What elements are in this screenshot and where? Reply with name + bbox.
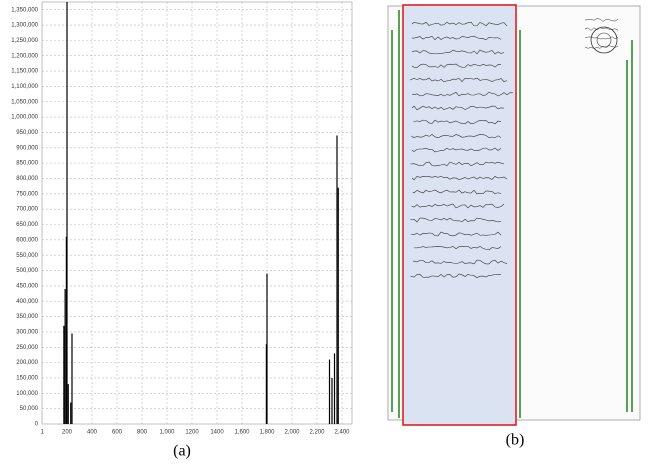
y-tick-label: 700,000: [16, 207, 38, 213]
y-tick-label: 250,000: [16, 345, 38, 351]
handwriting-line: [411, 63, 502, 68]
y-tick-label: 350,000: [16, 314, 38, 320]
bar: [66, 2, 68, 424]
stamp: [590, 26, 618, 54]
y-tick-label: 500,000: [16, 268, 38, 274]
handwriting-line: [411, 35, 502, 41]
handwriting-line: [410, 217, 502, 223]
y-tick-label: 950,000: [16, 130, 38, 136]
y-tick-label: 300,000: [16, 330, 38, 336]
handwriting-line: [411, 203, 505, 209]
y-tick-label: 0: [35, 422, 39, 428]
x-tick-label: 1,600: [234, 430, 250, 436]
caption: (a): [173, 443, 191, 460]
handwriting-line: [413, 119, 502, 125]
bar: [331, 377, 333, 424]
y-tick-label: 1,100,000: [11, 84, 38, 90]
y-tick-label: 850,000: [16, 161, 38, 167]
handwriting-line: [413, 259, 508, 265]
y-tick-label: 550,000: [16, 253, 38, 259]
x-tick-label: 2,400: [334, 430, 350, 436]
handwriting-line: [584, 18, 619, 22]
y-tick-label: 1,300,000: [11, 23, 38, 29]
y-tick-label: 200,000: [16, 360, 38, 366]
x-tick-label: 1400: [210, 430, 224, 436]
handwriting-line: [410, 161, 505, 167]
bar: [71, 333, 73, 424]
x-tick-label: 200: [62, 430, 73, 436]
y-tick-label: 800,000: [16, 176, 38, 182]
handwriting-line: [411, 176, 508, 181]
bar: [266, 273, 268, 424]
bar: [65, 236, 67, 424]
x-tick-label: 800: [137, 430, 148, 436]
handwriting-line: [584, 45, 619, 49]
y-tick-label: 1,150,000: [11, 69, 38, 75]
x-tick-label: 1,000: [159, 430, 175, 436]
handwriting-line: [409, 77, 508, 83]
bar: [63, 325, 65, 424]
caption: (b): [506, 432, 525, 449]
handwriting-line: [411, 21, 508, 27]
x-tick-label: 2,000: [284, 430, 300, 436]
y-tick-label: 650,000: [16, 222, 38, 228]
handwriting-line: [410, 231, 502, 237]
x-tick-label: 1200: [185, 430, 199, 436]
bar: [70, 402, 72, 424]
handwriting-line: [584, 27, 619, 31]
bar: [64, 288, 66, 424]
handwriting-line: [411, 49, 505, 55]
handwriting-line: [413, 245, 502, 251]
handwriting-line: [411, 134, 502, 139]
histogram: 0 50,000 100,000 150,000 200,000 250,000 300,0…: [11, 1, 353, 436]
plot-area: [41, 1, 353, 425]
handwriting-line: [412, 189, 502, 195]
stamp: [596, 32, 612, 48]
bar: [333, 353, 336, 424]
y-tick-label: 1,050,000: [11, 99, 38, 105]
y-tick-label: 1,350,000: [11, 7, 38, 13]
y-tick-label: 400,000: [16, 299, 38, 305]
handwriting-line: [411, 147, 502, 153]
handwriting-line: [411, 91, 514, 97]
y-tick-label: 50,000: [20, 406, 39, 412]
y-tick-label: 100,000: [16, 391, 38, 397]
x-tick-label: 1: [40, 430, 44, 436]
handwriting: [409, 18, 619, 278]
bar: [337, 187, 339, 424]
handwriting-line: [410, 273, 502, 278]
selection-box: [402, 4, 517, 426]
handwriting-line: [584, 36, 619, 40]
y-tick-label: 900,000: [16, 145, 38, 151]
x-tick-label: 2,200: [309, 430, 325, 436]
y-tick-label: 600,000: [16, 237, 38, 243]
y-tick-label: 1,000,000: [11, 115, 38, 121]
handwriting-line: [411, 105, 505, 111]
y-tick-label: 1,200,000: [11, 53, 38, 59]
y-tick-label: 750,000: [16, 191, 38, 197]
x-tick-label: 1,800: [259, 430, 275, 436]
x-tick-label: 400: [87, 430, 98, 436]
bar: [265, 344, 267, 424]
y-tick-label: 1,250,000: [11, 38, 38, 44]
document-scan: [387, 4, 641, 426]
bar: [328, 359, 331, 424]
bar: [336, 135, 338, 425]
y-tick-label: 150,000: [16, 376, 38, 382]
bar: [67, 384, 69, 424]
x-tick-label: 600: [112, 430, 123, 436]
y-tick-label: 450,000: [16, 283, 38, 289]
